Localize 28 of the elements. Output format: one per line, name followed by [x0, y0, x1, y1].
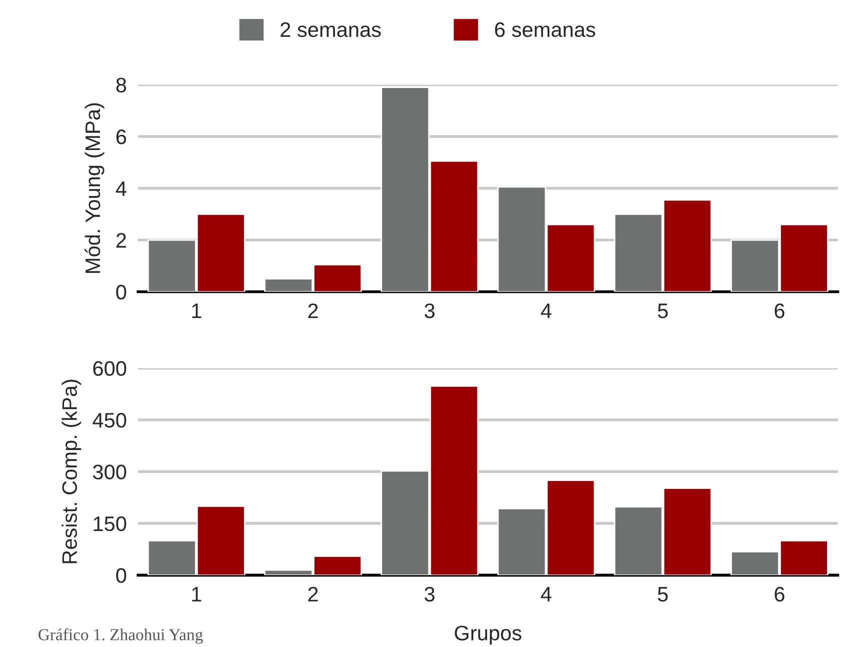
y-tick-label: 2 [116, 233, 126, 248]
x-tick-label: 2 [308, 586, 318, 602]
x-tick-label: 4 [540, 587, 552, 602]
x-tick-label: 5 [658, 587, 668, 602]
legend-label: 2 semanas [280, 22, 381, 38]
y-tick-label: 300 [93, 464, 126, 480]
y-axis-title: Mód. Young (MPa) [84, 103, 104, 273]
x-tick-label: 1 [192, 587, 202, 602]
y-tick-label: 0 [116, 284, 126, 300]
y-tick-label: 8 [116, 78, 126, 93]
x-tick-label: 4 [540, 304, 552, 318]
x-tick-label: 5 [658, 304, 668, 318]
x-tick-label: 6 [774, 586, 784, 602]
y-tick-label: 450 [92, 412, 126, 428]
x-tick-label: 3 [424, 586, 435, 602]
x-tick-label: 6 [774, 303, 784, 318]
y-tick-label: 0 [116, 568, 126, 583]
x-axis-title: Grupos [454, 626, 522, 645]
x-tick-label: 2 [308, 303, 318, 318]
x-tick-label: 3 [424, 303, 435, 318]
y-tick-label: 4 [116, 181, 126, 196]
y-tick-label: 150 [94, 516, 126, 532]
y-tick-label: 600 [93, 361, 126, 376]
x-tick-label: 1 [192, 304, 202, 318]
legend-label: 6 semanas [495, 22, 596, 38]
text: Gráfico 1. Zhaohui Yang [38, 628, 203, 644]
y-axis-title: Resist. Comp. (kPa) [62, 380, 82, 564]
y-tick-label: 6 [116, 130, 126, 144]
